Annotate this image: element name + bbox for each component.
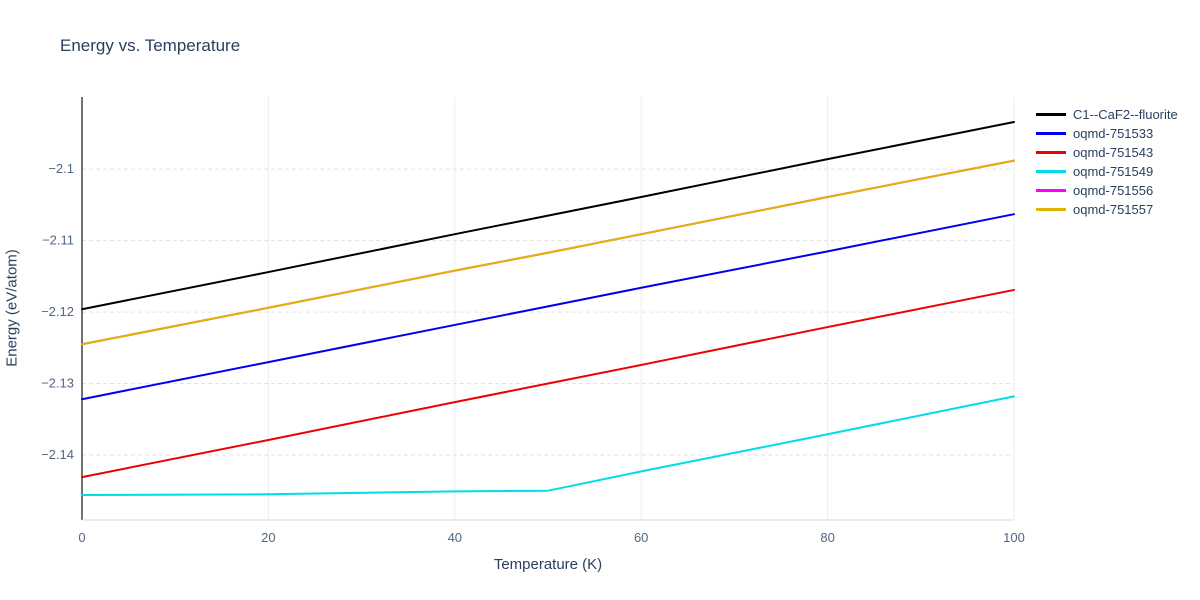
legend-item-oqmd-751549[interactable]: oqmd-751549 [1036, 162, 1178, 181]
legend-line-swatch [1036, 132, 1066, 135]
series-line-C1--CaF2--fluorite [81, 121, 1015, 311]
chart-title: Energy vs. Temperature [60, 36, 241, 55]
legend-line-swatch [1036, 151, 1066, 154]
legend-line-swatch [1036, 170, 1066, 173]
x-tick-label: 20 [261, 530, 275, 545]
series-line-oqmd-751533 [81, 213, 1015, 401]
series-line-oqmd-751557 [81, 159, 1015, 346]
legend-line-swatch [1036, 113, 1066, 116]
series-line-oqmd-751543 [81, 288, 1015, 479]
y-tick-label: −2.14 [41, 447, 74, 462]
legend-label: oqmd-751533 [1073, 126, 1154, 141]
legend-line-swatch [1036, 208, 1066, 211]
legend-item-oqmd-751533[interactable]: oqmd-751533 [1036, 124, 1178, 143]
x-tick-label: 100 [1003, 530, 1025, 545]
legend-line-swatch [1036, 189, 1066, 192]
y-tick-label: −2.1 [48, 161, 74, 176]
series-line-oqmd-751549 [81, 395, 1015, 496]
legend-label: C1--CaF2--fluorite [1073, 107, 1178, 122]
legend-label: oqmd-751549 [1073, 164, 1154, 179]
y-tick-label: −2.13 [41, 376, 74, 391]
legend: C1--CaF2--fluorite oqmd-751533 oqmd-751543… [1036, 105, 1178, 219]
y-tick-label: −2.11 [42, 233, 74, 248]
legend-label: oqmd-751557 [1073, 202, 1154, 217]
x-tick-label: 0 [78, 530, 85, 545]
legend-item-oqmd-751543[interactable]: oqmd-751543 [1036, 143, 1178, 162]
x-tick-label: 60 [634, 530, 648, 545]
x-tick-label: 40 [448, 530, 462, 545]
legend-item-oqmd-751557[interactable]: oqmd-751557 [1036, 200, 1178, 219]
legend-label: oqmd-751556 [1073, 183, 1154, 198]
x-tick-label: 80 [820, 530, 834, 545]
legend-item-oqmd-751556[interactable]: oqmd-751556 [1036, 181, 1178, 200]
y-tick-label: −2.12 [41, 304, 74, 319]
x-axis-title: Temperature (K) [493, 556, 603, 573]
y-axis-title: Energy (eV/atom) [3, 249, 21, 367]
legend-label: oqmd-751543 [1073, 145, 1154, 160]
legend-item-C1--CaF2--fluorite[interactable]: C1--CaF2--fluorite [1036, 105, 1178, 124]
